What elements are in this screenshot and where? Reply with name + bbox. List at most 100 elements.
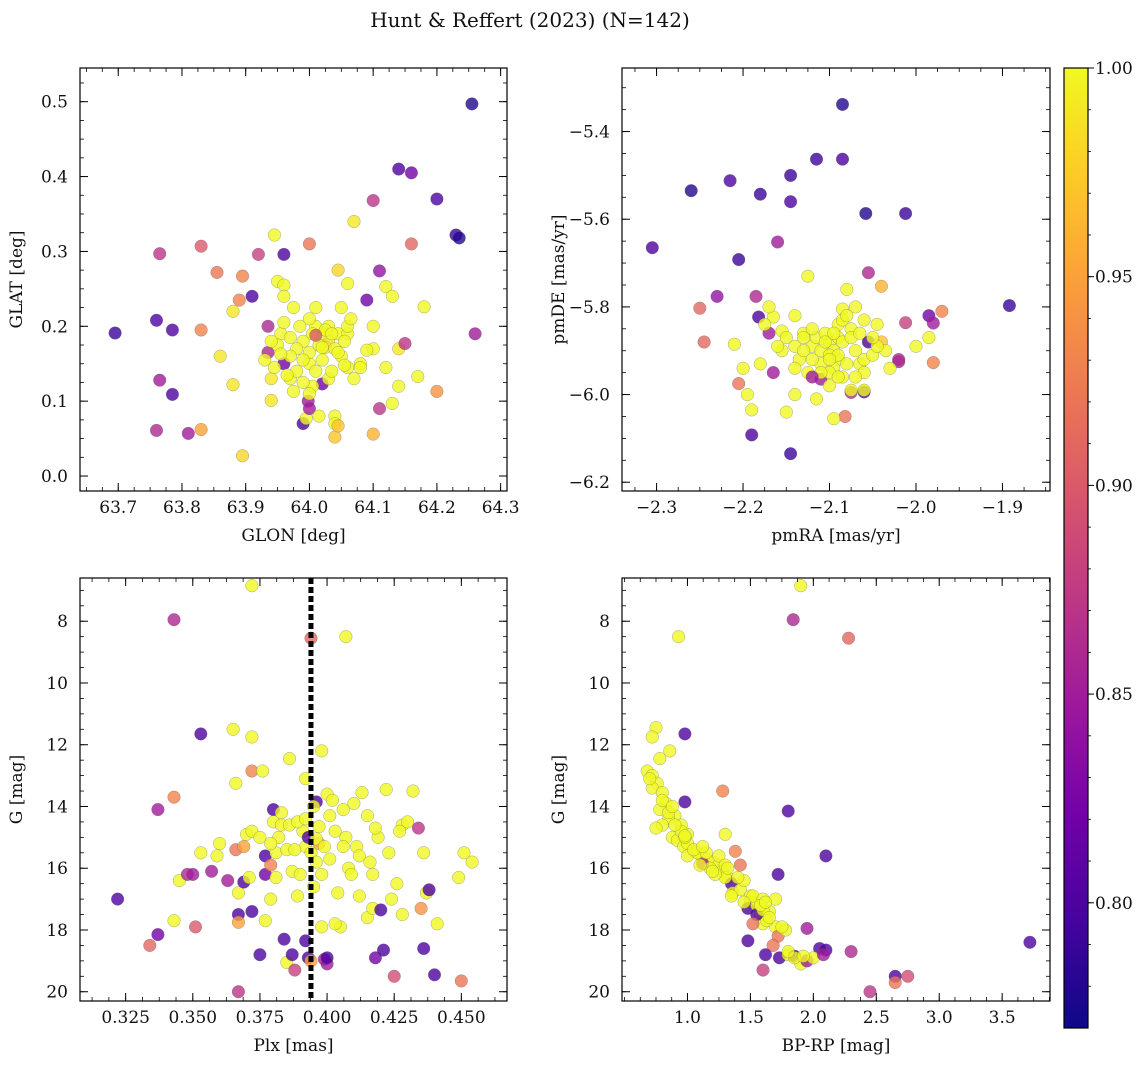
data-point: [753, 357, 767, 371]
data-point: [269, 870, 283, 885]
data-point: [870, 317, 884, 331]
data-point: [379, 280, 393, 294]
data-point: [784, 447, 798, 461]
data-point: [781, 804, 795, 818]
data-point: [712, 849, 726, 863]
data-point: [379, 782, 393, 797]
data-point: [232, 293, 246, 307]
data-point: [732, 253, 746, 267]
data-point: [309, 328, 323, 342]
x-axis-label: GLON [deg]: [241, 526, 345, 546]
data-point: [258, 353, 272, 367]
data-point: [347, 796, 361, 810]
data-point: [727, 337, 741, 351]
data-point: [645, 730, 659, 744]
data-point: [392, 162, 406, 176]
data-point: [819, 849, 833, 863]
data-point: [355, 786, 369, 800]
data-point: [167, 914, 181, 928]
data-point: [352, 849, 366, 863]
ticks: 0.325 0.350 0.375 0.400 0.425 0.450 8 10 12 14 16 1…: [46, 578, 507, 1028]
data-point: [857, 383, 871, 397]
data-point: [317, 840, 331, 854]
panels: 63.7 63.8 63.9 64.0 64.1 64.2 64.3 0.0 0.1 0.2 0.3…: [7, 67, 1051, 1056]
data-point: [372, 264, 387, 278]
data-point: [320, 951, 334, 965]
data-point: [331, 886, 345, 900]
data-point: [465, 855, 479, 869]
data-point: [716, 784, 730, 798]
data-point: [337, 334, 352, 348]
colorbar-tick-label: 0.80: [1095, 894, 1133, 914]
data-point: [766, 366, 780, 380]
data-point: [315, 867, 329, 881]
data-point: [935, 304, 949, 318]
data-point: [404, 166, 418, 180]
y-tick-label: 10: [588, 674, 610, 694]
data-point: [401, 815, 415, 829]
points: [645, 97, 1016, 461]
data-point: [866, 331, 880, 345]
data-point: [465, 97, 479, 111]
data-point: [277, 247, 291, 261]
y-tick-label: 10: [46, 674, 68, 694]
data-point: [749, 289, 763, 303]
data-point: [1023, 935, 1037, 949]
x-tick-label: 63.9: [227, 498, 265, 518]
data-point: [788, 361, 802, 375]
data-point: [684, 184, 698, 198]
data-point: [922, 331, 936, 345]
data-point: [226, 378, 240, 392]
data-point: [312, 820, 326, 834]
data-point: [697, 335, 711, 349]
data-point: [231, 915, 245, 929]
y-tick-label: −6.2: [569, 473, 610, 493]
data-point: [899, 316, 913, 330]
x-tick-label: 0.350: [168, 1008, 217, 1028]
data-point: [231, 985, 245, 999]
data-point: [857, 313, 871, 327]
data-point: [874, 279, 888, 293]
ticks: 63.7 63.8 63.9 64.0 64.1 64.2 64.3 0.0 0.1 0.2 0.3…: [41, 68, 520, 518]
points: [640, 579, 1037, 999]
data-point: [341, 277, 355, 291]
data-point: [149, 313, 164, 327]
data-point: [229, 776, 243, 790]
colorbar-tick-label: 0.90: [1095, 476, 1133, 496]
data-point: [827, 412, 841, 426]
data-point: [387, 969, 401, 983]
data-point: [844, 945, 858, 959]
data-point: [288, 843, 302, 857]
data-point: [718, 827, 732, 841]
x-tick-label: 0.450: [437, 1008, 486, 1028]
data-point: [165, 387, 179, 401]
data-point: [368, 951, 382, 965]
data-point: [181, 426, 195, 440]
data-point: [334, 301, 348, 315]
data-point: [258, 914, 272, 928]
y-axis-label: GLAT [deg]: [7, 230, 27, 328]
data-point: [430, 192, 444, 206]
x-tick-label: −2.0: [895, 498, 936, 518]
data-point: [251, 247, 265, 261]
data-point: [296, 375, 310, 389]
y-tick-label: 0.2: [41, 317, 68, 337]
x-tick-label: 2.0: [800, 1008, 827, 1028]
data-point: [746, 917, 760, 931]
y-tick-label: 12: [46, 736, 68, 756]
data-point: [816, 948, 830, 962]
data-point: [861, 266, 875, 280]
data-point: [883, 361, 897, 375]
data-point: [831, 370, 845, 384]
data-point: [165, 323, 179, 337]
x-tick-label: −2.2: [722, 498, 763, 518]
data-point: [353, 360, 367, 375]
data-point: [422, 883, 436, 897]
data-point: [280, 368, 294, 382]
data-point: [286, 301, 301, 315]
data-point: [643, 772, 657, 786]
data-point: [758, 895, 773, 909]
data-point: [210, 849, 224, 863]
x-tick-label: 0.400: [303, 1008, 352, 1028]
data-point: [696, 840, 710, 854]
